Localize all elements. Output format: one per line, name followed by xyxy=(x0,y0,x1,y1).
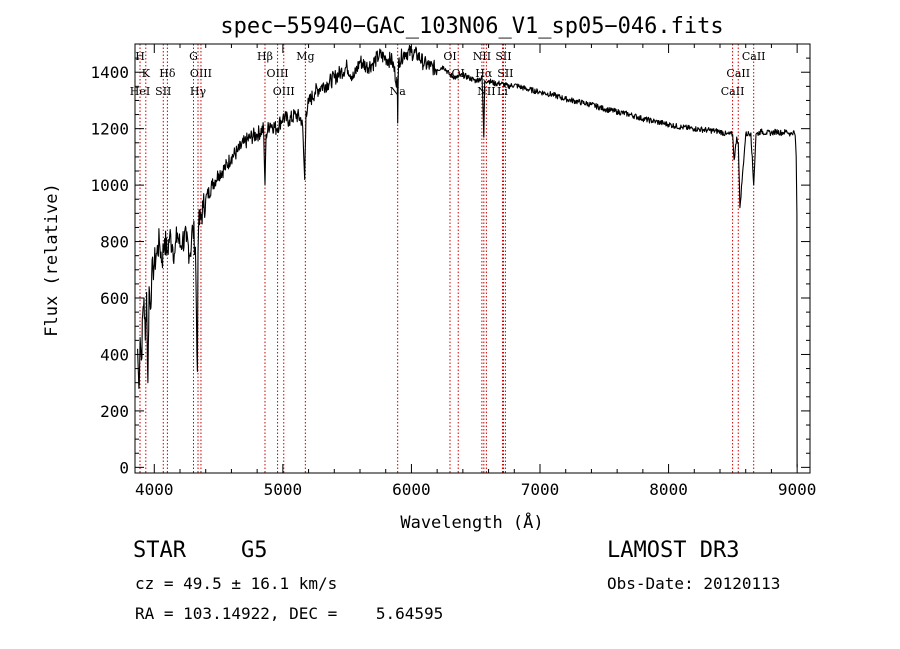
line-marker-label: OI xyxy=(443,50,456,63)
x-tick-label: 4000 xyxy=(135,480,174,499)
line-marker-label: CaII xyxy=(742,50,766,63)
y-axis-label: Flux (relative) xyxy=(42,183,62,337)
object-subclass: G5 xyxy=(241,538,268,563)
line-marker-label: OIII xyxy=(267,67,289,80)
obs-date: Obs-Date: 20120113 xyxy=(607,574,781,593)
line-marker-label: SII xyxy=(495,50,511,63)
line-marker-label: Hδ xyxy=(159,67,176,80)
y-tick-label: 200 xyxy=(100,402,129,421)
line-marker-label: OIII xyxy=(273,85,295,98)
line-marker-label: Li xyxy=(497,85,508,98)
line-marker-label: H xyxy=(135,50,145,63)
line-marker-label: CaII xyxy=(726,67,750,80)
line-marker-label: G xyxy=(189,50,198,63)
chart-title: spec−55940−GAC_103N06_V1_sp05−046.fits xyxy=(220,14,723,39)
y-tick-label: 0 xyxy=(119,458,129,477)
x-axis-label: Wavelength (Å) xyxy=(400,511,543,533)
coordinates: RA = 103.14922, DEC = 5.64595 xyxy=(135,604,444,623)
x-tick-label: 8000 xyxy=(649,480,688,499)
spectrum-line xyxy=(137,44,798,468)
line-marker-label: OIII xyxy=(190,67,212,80)
line-marker-label: Mg xyxy=(296,50,314,63)
object-class: STAR xyxy=(133,538,186,563)
y-tick-label: 600 xyxy=(100,289,129,308)
line-marker-label: CaII xyxy=(721,85,745,98)
line-marker-label: SII xyxy=(497,67,513,80)
line-marker-label: HeI xyxy=(130,85,150,98)
line-marker-label: SII xyxy=(155,85,171,98)
y-tick-label: 400 xyxy=(100,345,129,364)
y-tick-label: 1000 xyxy=(90,176,129,195)
line-marker-label: K xyxy=(142,67,151,80)
line-marker-label: NII xyxy=(477,85,495,98)
x-tick-label: 6000 xyxy=(392,480,431,499)
plot-frame xyxy=(134,43,811,474)
axes: 4000 5000 6000 7000 8000 9000 0 200 400 600 800 100… xyxy=(90,44,816,499)
y-tick-label: 800 xyxy=(100,233,129,252)
spectrum-series xyxy=(137,44,798,468)
line-marker-label: NII xyxy=(473,50,491,63)
x-tick-label: 9000 xyxy=(778,480,817,499)
y-tick-label: 1200 xyxy=(90,120,129,139)
y-tick-label: 1400 xyxy=(90,63,129,82)
survey-label: LAMOST DR3 xyxy=(607,538,740,563)
line-marker-label: Hγ xyxy=(190,85,207,98)
line-marker-label: Hα xyxy=(475,67,493,80)
x-tick-label: 5000 xyxy=(264,480,303,499)
redshift-info: cz = 49.5 ± 16.1 km/s xyxy=(135,574,338,593)
line-marker-label: Hβ xyxy=(257,50,273,63)
x-tick-label: 7000 xyxy=(521,480,560,499)
